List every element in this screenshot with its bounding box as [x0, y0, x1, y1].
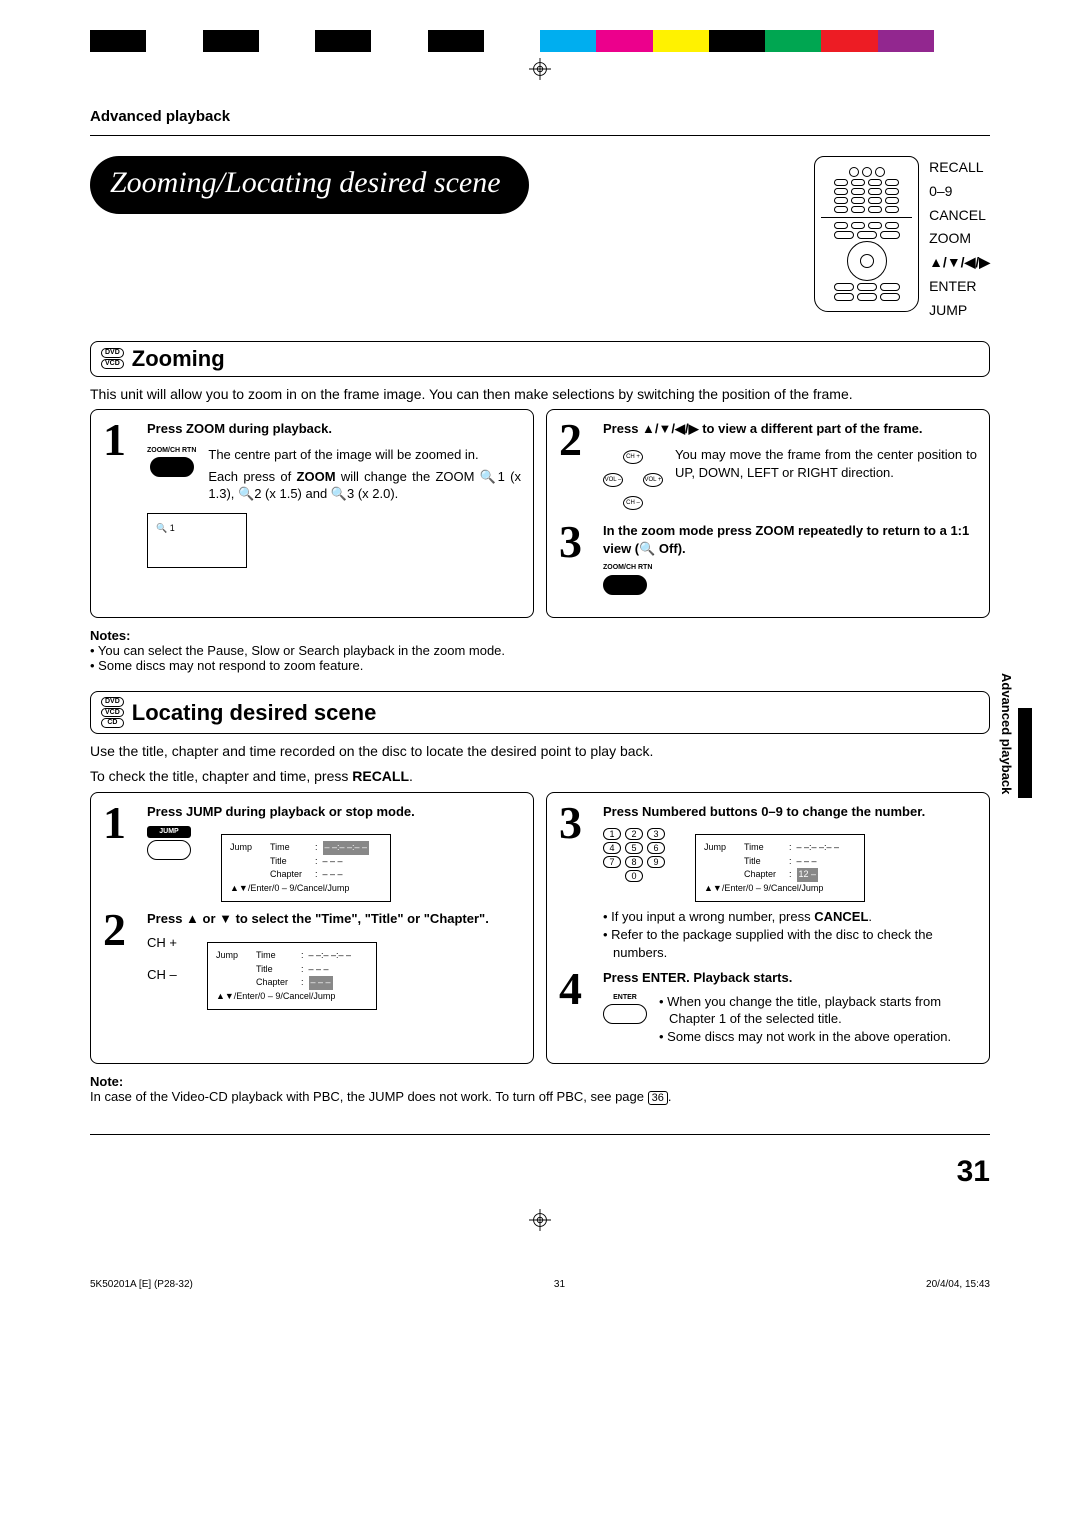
side-tab-marker	[1018, 708, 1032, 798]
notes-label: Notes:	[90, 628, 130, 643]
remote-label: RECALL	[929, 156, 990, 180]
remote-label: ▲/▼/◀/▶	[929, 251, 990, 275]
page-reference: 36	[648, 1091, 668, 1105]
locate-right-column: 3 Press Numbered buttons 0–9 to change t…	[546, 792, 990, 1064]
remote-label: ZOOM	[929, 227, 990, 251]
zoom-left-column: 1 Press ZOOM during playback. ZOOM/CH RT…	[90, 409, 534, 618]
enter-button-icon	[603, 1004, 647, 1024]
footer: 5K50201A [E] (P28-32) 31 20/4/04, 15:43	[0, 1279, 1080, 1290]
step-title: Press JUMP during playback or stop mode.	[147, 804, 415, 819]
number-keypad-icon: 123 456 789 0	[603, 826, 665, 902]
registration-marks-top	[0, 58, 1080, 88]
locate-intro-b: To check the title, chapter and time, pr…	[90, 767, 990, 786]
registration-marks-bottom	[0, 1209, 1080, 1239]
button-label: JUMP	[147, 826, 191, 837]
footer-doc-id: 5K50201A [E] (P28-32)	[90, 1279, 193, 1290]
footer-timestamp: 20/4/04, 15:43	[926, 1279, 990, 1290]
section-header-zooming: DVD VCD Zooming	[90, 341, 990, 377]
zoom-right-column: 2 Press ▲/▼/◀/▶ to view a different part…	[546, 409, 990, 618]
osd-display: JumpTime: – –:– –:– – Title: – – – Chapt…	[221, 834, 391, 902]
jump-button-icon	[147, 840, 191, 860]
osd-display: JumpTime: – –:– –:– – Title: – – – Chapt…	[695, 834, 865, 902]
note-item: • Some discs may not respond to zoom fea…	[90, 658, 990, 673]
step-number: 1	[103, 420, 137, 577]
step-title: In the zoom mode press ZOOM repeatedly t…	[603, 523, 969, 556]
ch-up-icon: CH +	[147, 934, 177, 952]
note-body: In case of the Video-CD playback with PB…	[90, 1089, 672, 1104]
step-number: 3	[559, 803, 593, 961]
footer-page: 31	[554, 1279, 565, 1290]
disc-type-badges: DVD VCD CD	[101, 696, 124, 729]
remote-label: JUMP	[929, 299, 990, 323]
step-bullet: • If you input a wrong number, press CAN…	[603, 908, 977, 926]
osd-display: JumpTime: – –:– –:– – Title: – – – Chapt…	[207, 942, 377, 1010]
remote-label: 0–9	[929, 180, 990, 204]
step-number: 3	[559, 522, 593, 599]
badge-vcd: VCD	[101, 359, 124, 369]
locate-left-column: 1 Press JUMP during playback or stop mod…	[90, 792, 534, 1064]
header-rule	[90, 135, 990, 136]
disc-type-badges: DVD VCD	[101, 347, 124, 369]
badge-dvd: DVD	[101, 348, 124, 358]
step-number: 2	[559, 420, 593, 514]
button-label: ZOOM/CH RTN	[147, 446, 196, 455]
page-title: Zooming/Locating desired scene	[90, 156, 529, 214]
note-label: Note:	[90, 1074, 123, 1089]
header-section-label: Advanced playback	[90, 108, 990, 125]
step-title: Press ZOOM during playback.	[147, 421, 332, 436]
step-number: 2	[103, 910, 137, 1010]
remote-label-callouts: RECALL 0–9 CANCEL ZOOM ▲/▼/◀/▶ ENTER JUM…	[929, 156, 990, 323]
zoom-button-icon	[150, 457, 194, 477]
ch-down-icon: CH –	[147, 966, 177, 984]
locate-intro-a: Use the title, chapter and time recorded…	[90, 742, 990, 761]
step-body-text: You may move the frame from the center p…	[675, 446, 977, 514]
badge-vcd: VCD	[101, 708, 124, 718]
section-heading: Zooming	[132, 346, 225, 372]
print-color-bar	[90, 30, 990, 52]
registration-mark-icon	[529, 1209, 551, 1231]
remote-label: CANCEL	[929, 204, 990, 228]
badge-dvd: DVD	[101, 697, 124, 707]
remote-control-diagram	[814, 156, 919, 312]
step-number: 4	[559, 969, 593, 1045]
zoom-intro: This unit will allow you to zoom in on t…	[90, 385, 990, 404]
zoom-notes: Notes: • You can select the Pause, Slow …	[90, 628, 990, 673]
step-title: Press ▲/▼/◀/▶ to view a different part o…	[603, 421, 923, 436]
side-section-label: Advanced playback	[999, 673, 1014, 794]
section-header-locating: DVD VCD CD Locating desired scene	[90, 691, 990, 734]
step-bullet: • Refer to the package supplied with the…	[603, 926, 977, 961]
step-title: Press Numbered buttons 0–9 to change the…	[603, 804, 925, 819]
note-item: • You can select the Pause, Slow or Sear…	[90, 643, 990, 658]
step-bullet: • When you change the title, playback st…	[659, 993, 977, 1028]
page-content: Advanced playback Zooming/Locating desir…	[0, 88, 1080, 1209]
section-heading: Locating desired scene	[132, 700, 377, 726]
osd-display: 🔍 1	[147, 513, 247, 568]
step-body-text: The centre part of the image will be zoo…	[208, 446, 521, 464]
registration-mark-icon	[529, 58, 551, 80]
step-bullet: • Some discs may not work in the above o…	[659, 1028, 977, 1046]
dpad-icon: CH + VOL – VOL + CH –	[603, 450, 663, 510]
step-number: 1	[103, 803, 137, 903]
locate-note: Note: In case of the Video-CD playback w…	[90, 1074, 990, 1104]
step-body-text: Each press of ZOOM will change the ZOOM …	[208, 468, 521, 503]
step-title: Press ▲ or ▼ to select the "Time", "Titl…	[147, 911, 489, 926]
button-label: ENTER	[603, 993, 647, 1002]
page-number: 31	[90, 1155, 990, 1189]
button-label: ZOOM/CH RTN	[603, 563, 977, 572]
step-title: Press ENTER. Playback starts.	[603, 970, 792, 985]
badge-cd: CD	[101, 718, 124, 728]
remote-label: ENTER	[929, 275, 990, 299]
zoom-button-icon	[603, 575, 647, 595]
